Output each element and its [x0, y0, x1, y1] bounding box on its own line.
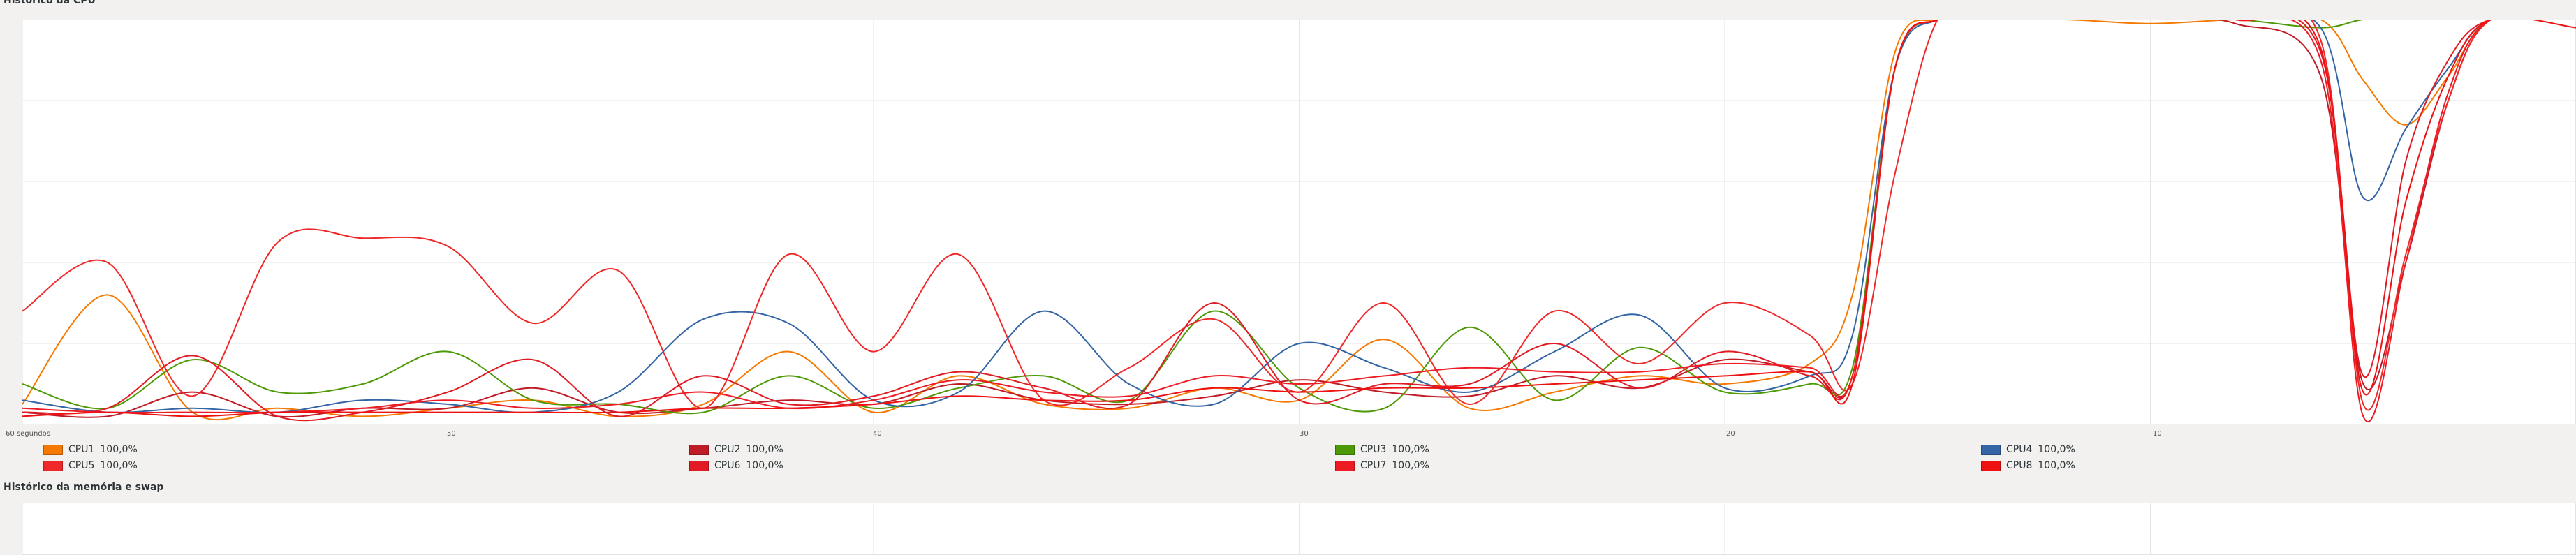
color-swatch-button[interactable]	[1335, 460, 1355, 471]
cpu-series-line-cpu6	[22, 20, 2576, 422]
color-swatch-button[interactable]	[1981, 444, 2001, 455]
cpu-line-chart	[22, 20, 2576, 424]
cpu-series-line-cpu8	[22, 20, 2576, 417]
legend-item-cpu5[interactable]: CPU5 100,0%	[43, 459, 138, 472]
memory-history-title: Histórico da memória e swap	[3, 482, 164, 493]
memory-history-graph	[22, 503, 2576, 555]
color-swatch-button[interactable]	[1981, 460, 2001, 471]
x-axis-tick: 60 segundos	[6, 430, 50, 438]
color-swatch-button[interactable]	[689, 460, 709, 471]
legend-item-cpu2[interactable]: CPU2 100,0%	[689, 443, 783, 456]
legend-item-cpu4[interactable]: CPU4 100,0%	[1981, 443, 2075, 456]
color-swatch-button[interactable]	[1335, 444, 1355, 455]
color-swatch-button[interactable]	[43, 444, 63, 455]
legend-item-cpu3[interactable]: CPU3 100,0%	[1335, 443, 1429, 456]
legend-label: CPU4	[2006, 444, 2033, 455]
legend-item-cpu7[interactable]: CPU7 100,0%	[1335, 459, 1429, 472]
legend-label: CPU8	[2006, 460, 2033, 471]
x-axis-tick: 20	[1726, 430, 1735, 438]
x-axis-tick: 40	[873, 430, 882, 438]
color-swatch-button[interactable]	[689, 444, 709, 455]
x-axis-tick: 10	[2153, 430, 2162, 438]
legend-value: 100,0%	[1392, 460, 1429, 471]
legend-value: 100,0%	[100, 460, 138, 471]
color-swatch-button[interactable]	[43, 460, 63, 471]
cpu-history-title: Histórico da CPU	[3, 0, 96, 6]
legend-label: CPU3	[1360, 444, 1387, 455]
legend-value: 100,0%	[2038, 460, 2075, 471]
cpu-series-line-cpu2	[22, 20, 2576, 418]
legend-item-cpu6[interactable]: CPU6 100,0%	[689, 459, 783, 472]
legend-item-cpu1[interactable]: CPU1 100,0%	[43, 443, 138, 456]
legend-value: 100,0%	[100, 444, 138, 455]
x-axis-tick: 30	[1300, 430, 1309, 438]
legend-value: 100,0%	[746, 460, 783, 471]
legend-label: CPU6	[714, 460, 741, 471]
legend-value: 100,0%	[1392, 444, 1429, 455]
legend-label: CPU1	[68, 444, 95, 455]
cpu-series-line-cpu7	[22, 20, 2576, 423]
legend-label: CPU7	[1360, 460, 1387, 471]
legend-item-cpu8[interactable]: CPU8 100,0%	[1981, 459, 2075, 472]
legend-label: CPU2	[714, 444, 741, 455]
legend-label: CPU5	[68, 460, 95, 471]
legend-value: 100,0%	[2038, 444, 2075, 455]
x-axis-tick: 50	[447, 430, 456, 438]
legend-value: 100,0%	[746, 444, 783, 455]
cpu-series-line-cpu5	[22, 20, 2576, 411]
cpu-history-graph	[22, 20, 2576, 424]
memory-line-chart	[22, 503, 2576, 555]
cpu-series-line-cpu3	[22, 20, 2576, 415]
